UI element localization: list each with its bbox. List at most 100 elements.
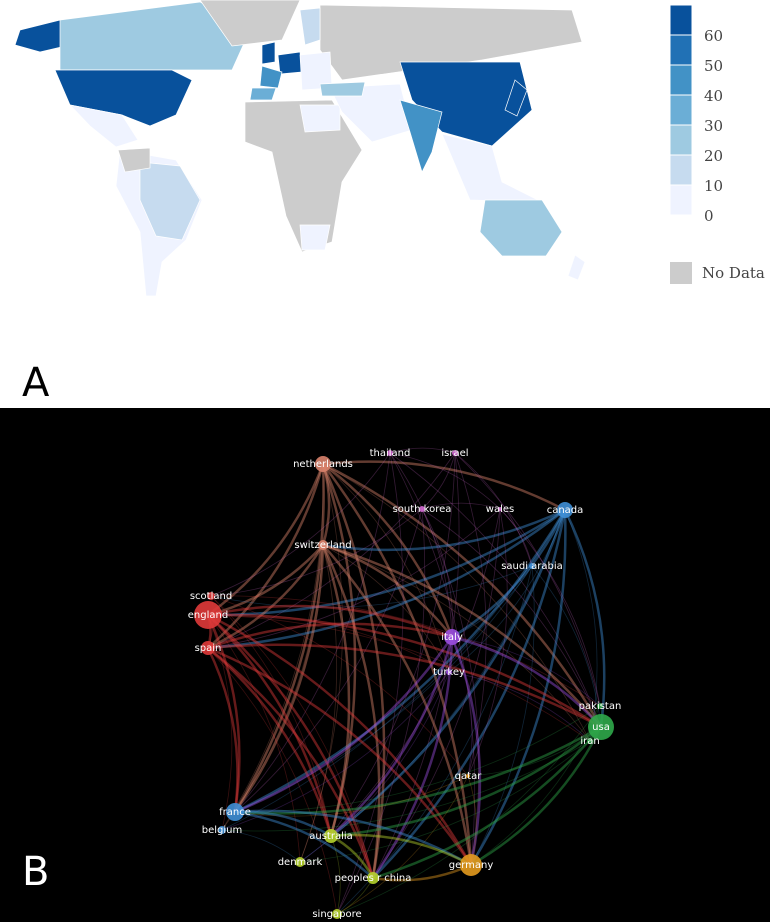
node-label: australia [309, 831, 353, 842]
edge [372, 508, 501, 879]
legend-tick-label: 50 [704, 57, 723, 75]
edge [321, 463, 331, 546]
edge [234, 509, 567, 814]
edge [330, 636, 454, 837]
edge [207, 614, 375, 879]
node [201, 641, 215, 655]
edge [207, 613, 450, 673]
edge [299, 463, 343, 863]
edge [322, 463, 473, 866]
edge [210, 452, 391, 597]
edge [207, 647, 375, 879]
node-label: belgium [202, 825, 242, 836]
edge [421, 502, 501, 510]
edge [322, 508, 566, 552]
edge [210, 595, 374, 879]
edge [336, 705, 601, 915]
node-label: turkey [433, 667, 465, 678]
country [319, 81, 366, 97]
country [441, 133, 543, 203]
edge [454, 452, 487, 777]
edge [421, 508, 480, 866]
edge [299, 509, 566, 863]
legend-tick-label: 10 [704, 177, 723, 195]
country [299, 7, 321, 46]
node-label: qatar [455, 771, 483, 782]
country [139, 161, 201, 241]
node [588, 714, 614, 740]
node [295, 857, 305, 867]
node-label: iran [580, 736, 599, 747]
edge [207, 452, 456, 649]
node [419, 506, 425, 512]
edge [234, 636, 454, 814]
edge [207, 508, 566, 617]
edge [467, 726, 602, 777]
edge [372, 726, 602, 880]
country [479, 199, 563, 257]
edge [207, 544, 325, 650]
country [199, 0, 301, 47]
world-map [14, 0, 586, 297]
country [117, 147, 151, 173]
legend-tick-label: 20 [704, 147, 723, 165]
edge [233, 463, 325, 813]
node [332, 909, 342, 919]
edge [207, 463, 325, 617]
edge [207, 544, 324, 617]
country [299, 104, 341, 133]
node-label: italy [441, 632, 463, 643]
edge [451, 565, 533, 638]
node-label: usa [592, 722, 610, 733]
legend-swatch [669, 184, 693, 216]
edge [299, 671, 450, 863]
edge [207, 604, 453, 639]
edge [389, 447, 456, 454]
edge [221, 829, 301, 863]
edge [470, 726, 603, 867]
country [319, 4, 583, 81]
node [529, 563, 535, 569]
network-background [0, 408, 770, 922]
edge [210, 595, 332, 837]
edge [322, 462, 603, 728]
edge [221, 463, 324, 831]
edge [299, 544, 338, 863]
network-nodes: netherlands thailand israel canada south kor… [188, 448, 622, 920]
edge [451, 636, 473, 777]
edge [207, 647, 333, 837]
edge [336, 775, 469, 915]
edge [322, 462, 454, 638]
edge [372, 509, 567, 879]
edge [207, 614, 233, 831]
edge [234, 565, 533, 813]
node-label: scotland [190, 591, 232, 602]
edge [234, 775, 469, 817]
country [59, 1, 251, 71]
node [444, 629, 460, 645]
country [504, 79, 528, 117]
node [597, 703, 603, 709]
edge [207, 643, 602, 729]
node-label: south korea [393, 504, 452, 515]
node [324, 829, 338, 843]
edge [234, 508, 423, 813]
edge [389, 452, 476, 866]
edge [499, 508, 601, 707]
edge [454, 452, 601, 707]
edge [330, 835, 341, 915]
edge [322, 543, 602, 728]
legend-swatch [669, 34, 693, 66]
edge [322, 544, 591, 742]
node [318, 540, 328, 550]
edge [321, 463, 357, 837]
node-label: france [219, 807, 251, 818]
edge [234, 705, 601, 813]
panel-label: B [22, 849, 49, 895]
country [299, 224, 331, 251]
edge [207, 509, 566, 650]
edge [207, 463, 325, 649]
node [207, 592, 215, 600]
edge [234, 452, 391, 813]
